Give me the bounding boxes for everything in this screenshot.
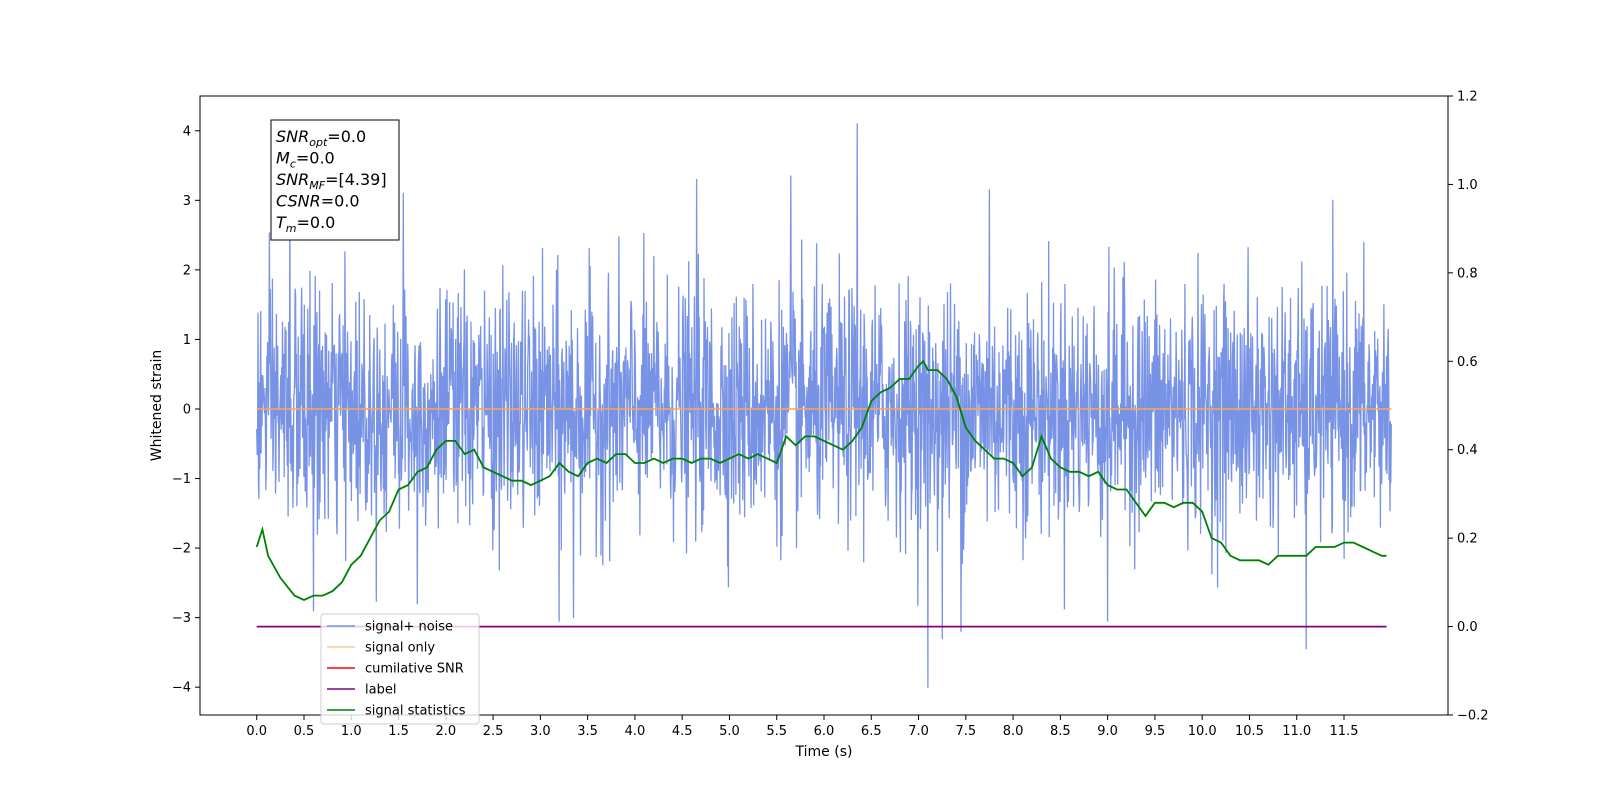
x-tick-label: 0.0 xyxy=(246,724,267,739)
legend-entry: signal only xyxy=(365,641,435,656)
y2-tick-label: −0.2 xyxy=(1457,709,1489,724)
x-tick-label: 1.5 xyxy=(388,724,409,739)
x-tick-label: 3.0 xyxy=(530,724,551,739)
x-tick-label: 1.0 xyxy=(341,724,362,739)
y2-tick-label: 0.0 xyxy=(1457,620,1478,635)
y-axis-label: Whitened strain xyxy=(149,350,165,461)
x-tick-label: 10.0 xyxy=(1188,724,1217,739)
x-tick-label: 6.5 xyxy=(861,724,882,739)
x-tick-label: 10.5 xyxy=(1235,724,1264,739)
legend: signal+ noise signal only cumilative SNR la… xyxy=(320,613,480,725)
y-tick-label: 1 xyxy=(183,333,191,348)
y-tick-label: 2 xyxy=(183,263,191,278)
series-line-signal-noise xyxy=(256,123,1392,688)
info-line: CSNR=0.0 xyxy=(276,192,360,211)
y2-tick-label: 1.0 xyxy=(1457,178,1478,193)
axes: 0.0 0.5 1.0 1.5 2.0 2.5 3.0 3.5 4.0 4.5 5.0 5.5 6.0 6… xyxy=(149,90,1489,761)
y2-tick-label: 0.2 xyxy=(1457,532,1478,547)
legend-frame xyxy=(320,613,480,725)
info-line: Mc=0.0 xyxy=(276,149,335,171)
info-line: SNRopt=0.0 xyxy=(276,127,366,149)
x-tick-label: 9.0 xyxy=(1097,724,1118,739)
y-tick-label: −1 xyxy=(172,472,191,487)
x-tick-label: 8.5 xyxy=(1050,724,1071,739)
x-tick-label: 11.0 xyxy=(1282,724,1311,739)
legend-entry: cumilative SNR xyxy=(365,662,464,677)
x-tick-label: 6.0 xyxy=(814,724,835,739)
x-tick-label: 5.5 xyxy=(766,724,787,739)
x-tick-label: 4.5 xyxy=(672,724,693,739)
info-line: SNRMF=[4.39] xyxy=(276,170,387,192)
x-tick-label: 2.0 xyxy=(435,724,456,739)
y2-tick-label: 0.6 xyxy=(1457,355,1478,370)
noise-series xyxy=(256,123,1392,688)
info-box-frame xyxy=(270,119,400,241)
x-tick-label: 4.0 xyxy=(625,724,646,739)
series-line-signal-statistics xyxy=(255,359,1387,601)
y-tick-label: −4 xyxy=(172,681,191,696)
x-tick-label: 3.5 xyxy=(577,724,598,739)
legend-entry: signal+ noise xyxy=(365,620,453,635)
x-tick-label: 5.0 xyxy=(719,724,740,739)
y-tick-label: −2 xyxy=(172,542,191,557)
y-tick-label: 0 xyxy=(183,402,191,417)
x-tick-label: 7.0 xyxy=(908,724,929,739)
y-tick-label: 4 xyxy=(183,124,191,139)
y2-tick-label: 0.8 xyxy=(1457,266,1478,281)
y2-tick-label: 0.4 xyxy=(1457,443,1478,458)
x-tick-label: 7.5 xyxy=(955,724,976,739)
legend-entry: label xyxy=(365,683,396,698)
x-tick-label: 0.5 xyxy=(294,724,315,739)
legend-entry: signal statistics xyxy=(365,704,466,719)
x-tick-label: 11.5 xyxy=(1330,724,1359,739)
info-line: Tm=0.0 xyxy=(276,213,335,235)
x-tick-label: 9.5 xyxy=(1145,724,1166,739)
y2-tick-label: 1.2 xyxy=(1457,90,1478,105)
y-tick-label: −3 xyxy=(172,611,191,626)
x-tick-label: 2.5 xyxy=(483,724,504,739)
x-tick-label: 8.0 xyxy=(1003,724,1024,739)
x-axis-label: Time (s) xyxy=(795,744,853,760)
y-tick-label: 3 xyxy=(183,194,191,209)
